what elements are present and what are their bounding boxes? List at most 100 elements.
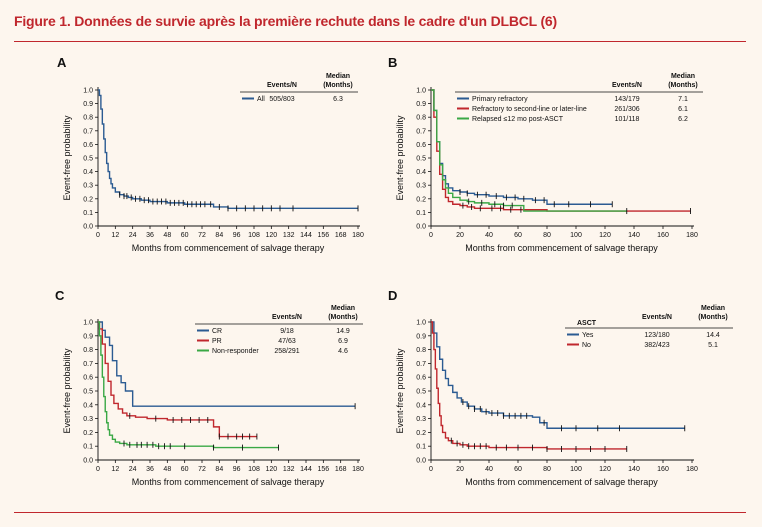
x-tick-label: 24 — [129, 232, 137, 239]
km-curve-yes — [431, 321, 685, 429]
y-tick-label: 0.4 — [416, 402, 426, 409]
y-tick-label: 0.8 — [416, 115, 426, 122]
y-tick-label: 0.2 — [416, 196, 426, 203]
x-tick-label: 60 — [181, 466, 189, 473]
y-axis-label: Event-free probability — [395, 348, 405, 434]
legend-events: 143/179 — [614, 96, 639, 103]
legend-label: Relapsed ≤12 mo post-ASCT — [472, 116, 564, 123]
x-tick-label: 84 — [215, 466, 223, 473]
x-tick-label: 80 — [543, 232, 551, 239]
legend-label: CR — [212, 328, 222, 335]
y-tick-label: 0.7 — [416, 128, 426, 135]
y-tick-label: 0.7 — [83, 361, 93, 368]
y-tick-label: 0.0 — [83, 224, 93, 231]
legend-median: 14.9 — [336, 328, 350, 335]
legend-header-median: Median — [331, 305, 355, 312]
y-tick-label: 0.5 — [83, 389, 93, 396]
km-curve-no — [431, 321, 627, 450]
y-axis-label: Event-free probability — [62, 115, 72, 201]
x-tick-label: 140 — [628, 466, 640, 473]
x-tick-label: 120 — [265, 232, 277, 239]
legend-header-median-unit: (Months) — [328, 314, 358, 321]
x-tick-label: 84 — [215, 232, 223, 239]
x-tick-label: 100 — [570, 232, 582, 239]
legend-header-title: ASCT — [577, 320, 597, 327]
x-tick-label: 40 — [485, 232, 493, 239]
x-tick-label: 0 — [429, 232, 433, 239]
legend: Median (Months) Events/N Primary refractory… — [455, 73, 703, 123]
x-tick-label: 24 — [129, 466, 137, 473]
y-tick-label: 0.7 — [83, 128, 93, 135]
x-tick-label: 168 — [335, 232, 347, 239]
x-tick-label: 0 — [96, 466, 100, 473]
x-tick-label: 0 — [429, 466, 433, 473]
y-tick-label: 0.9 — [416, 333, 426, 340]
legend-median: 6.9 — [338, 338, 348, 345]
x-tick-label: 80 — [543, 466, 551, 473]
y-tick-label: 1.0 — [83, 88, 93, 95]
y-tick-label: 1.0 — [416, 320, 426, 327]
panel-b: B 0.0 0.1 0.2 0.3 0.4 0.5 0.6 0.7 0.8 0.9 1.0 0 20 40 6… — [388, 55, 703, 253]
y-tick-label: 1.0 — [416, 88, 426, 95]
y-tick-label: 0.5 — [416, 156, 426, 163]
km-curve-all — [98, 89, 358, 210]
x-tick-label: 48 — [163, 466, 171, 473]
legend-events: 258/291 — [274, 348, 299, 355]
legend-label: Non-responder — [212, 348, 259, 355]
x-tick-label: 156 — [317, 466, 329, 473]
legend-label: PR — [212, 338, 222, 345]
x-tick-label: 60 — [514, 232, 522, 239]
x-tick-label: 144 — [300, 466, 312, 473]
x-tick-label: 132 — [283, 466, 295, 473]
x-tick-label: 180 — [352, 466, 364, 473]
y-tick-label: 0.4 — [83, 402, 93, 409]
y-tick-label: 0.8 — [83, 347, 93, 354]
y-tick-label: 1.0 — [83, 320, 93, 327]
x-tick-label: 96 — [233, 466, 241, 473]
legend-label: All — [257, 96, 265, 103]
x-tick-label: 12 — [111, 466, 119, 473]
legend-header-events: Events/N — [272, 314, 302, 321]
legend-label: No — [582, 342, 591, 349]
legend-median: 5.1 — [708, 342, 718, 349]
x-tick-label: 0 — [96, 232, 100, 239]
y-tick-label: 0.0 — [83, 458, 93, 465]
panel-letter: C — [55, 288, 65, 303]
y-tick-label: 0.3 — [416, 416, 426, 423]
x-tick-label: 72 — [198, 232, 206, 239]
panel-c: C 0.0 0.1 0.2 0.3 0.4 0.5 0.6 0.7 0.8 0.9 1.0 0 12 24 3… — [55, 288, 364, 487]
legend-header-median-unit: (Months) — [668, 82, 698, 89]
y-tick-label: 0.0 — [416, 224, 426, 231]
legend-events: 261/306 — [614, 106, 639, 113]
x-tick-label: 156 — [317, 232, 329, 239]
legend-median: 4.6 — [338, 348, 348, 355]
x-tick-label: 144 — [300, 232, 312, 239]
x-axis-label: Months from commencement of salvage ther… — [132, 243, 325, 253]
bottom-rule — [14, 512, 746, 513]
x-tick-label: 108 — [248, 466, 260, 473]
legend-label: Refractory to second-line or later-line — [472, 106, 587, 113]
panel-d: D 0.0 0.1 0.2 0.3 0.4 0.5 0.6 0.7 0.8 0.9 1.0 0 20 40 6… — [388, 288, 733, 487]
km-curve-cr — [98, 321, 356, 407]
x-tick-label: 120 — [599, 466, 611, 473]
y-tick-label: 0.1 — [83, 210, 93, 217]
x-tick-label: 12 — [111, 232, 119, 239]
legend-header-median-unit: (Months) — [698, 314, 728, 321]
y-tick-label: 0.5 — [416, 389, 426, 396]
x-tick-label: 36 — [146, 232, 154, 239]
legend-label: Primary refractory — [472, 96, 528, 103]
legend-header-events: Events/N — [642, 314, 672, 321]
x-tick-label: 160 — [657, 232, 669, 239]
x-tick-label: 96 — [233, 232, 241, 239]
y-tick-label: 0.9 — [83, 333, 93, 340]
legend-header-events: Events/N — [612, 82, 642, 89]
y-tick-label: 0.6 — [83, 375, 93, 382]
y-tick-label: 0.7 — [416, 361, 426, 368]
y-tick-label: 0.9 — [83, 101, 93, 108]
legend-median: 14.4 — [706, 332, 720, 339]
panel-letter: D — [388, 288, 397, 303]
x-tick-label: 120 — [265, 466, 277, 473]
x-tick-label: 140 — [628, 232, 640, 239]
x-tick-label: 120 — [599, 232, 611, 239]
